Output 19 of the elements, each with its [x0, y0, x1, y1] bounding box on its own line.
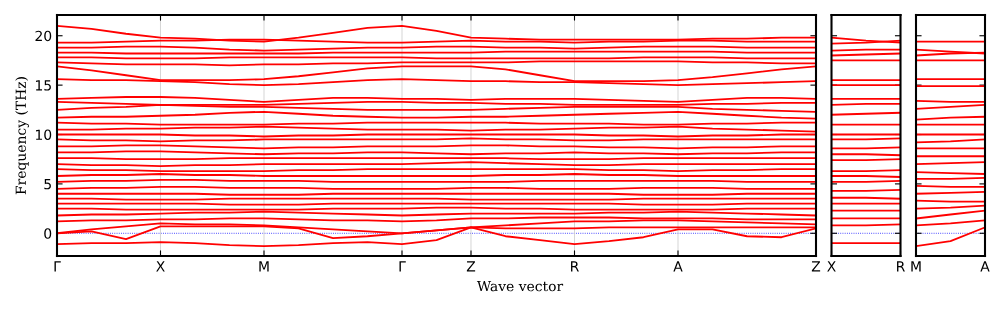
x-tick-label: Z [811, 261, 821, 272]
y-tick-label: 15 [35, 80, 51, 91]
y-tick-label: 10 [35, 129, 52, 140]
x-tick-label: A [980, 261, 990, 272]
y-tick-label: 0 [44, 228, 52, 239]
x-tick-label: M [911, 261, 921, 272]
x-tick-label: X [827, 261, 836, 272]
x-tick-label: M [259, 261, 269, 272]
x-tick-label: Z [466, 261, 476, 272]
x-tick-label: Γ [399, 261, 406, 272]
x-tick-label: A [673, 261, 683, 272]
y-tick-label: 20 [35, 30, 52, 42]
x-tick-label: X [156, 261, 165, 272]
x-tick-label: R [571, 261, 579, 272]
x-tick-label: R [897, 261, 905, 272]
x-axis-title: Wave vector [476, 280, 564, 292]
y-tick-label: 5 [44, 179, 51, 190]
y-axis-title: Frequency (THz) [15, 77, 29, 195]
x-tick-label: Γ [54, 261, 61, 272]
